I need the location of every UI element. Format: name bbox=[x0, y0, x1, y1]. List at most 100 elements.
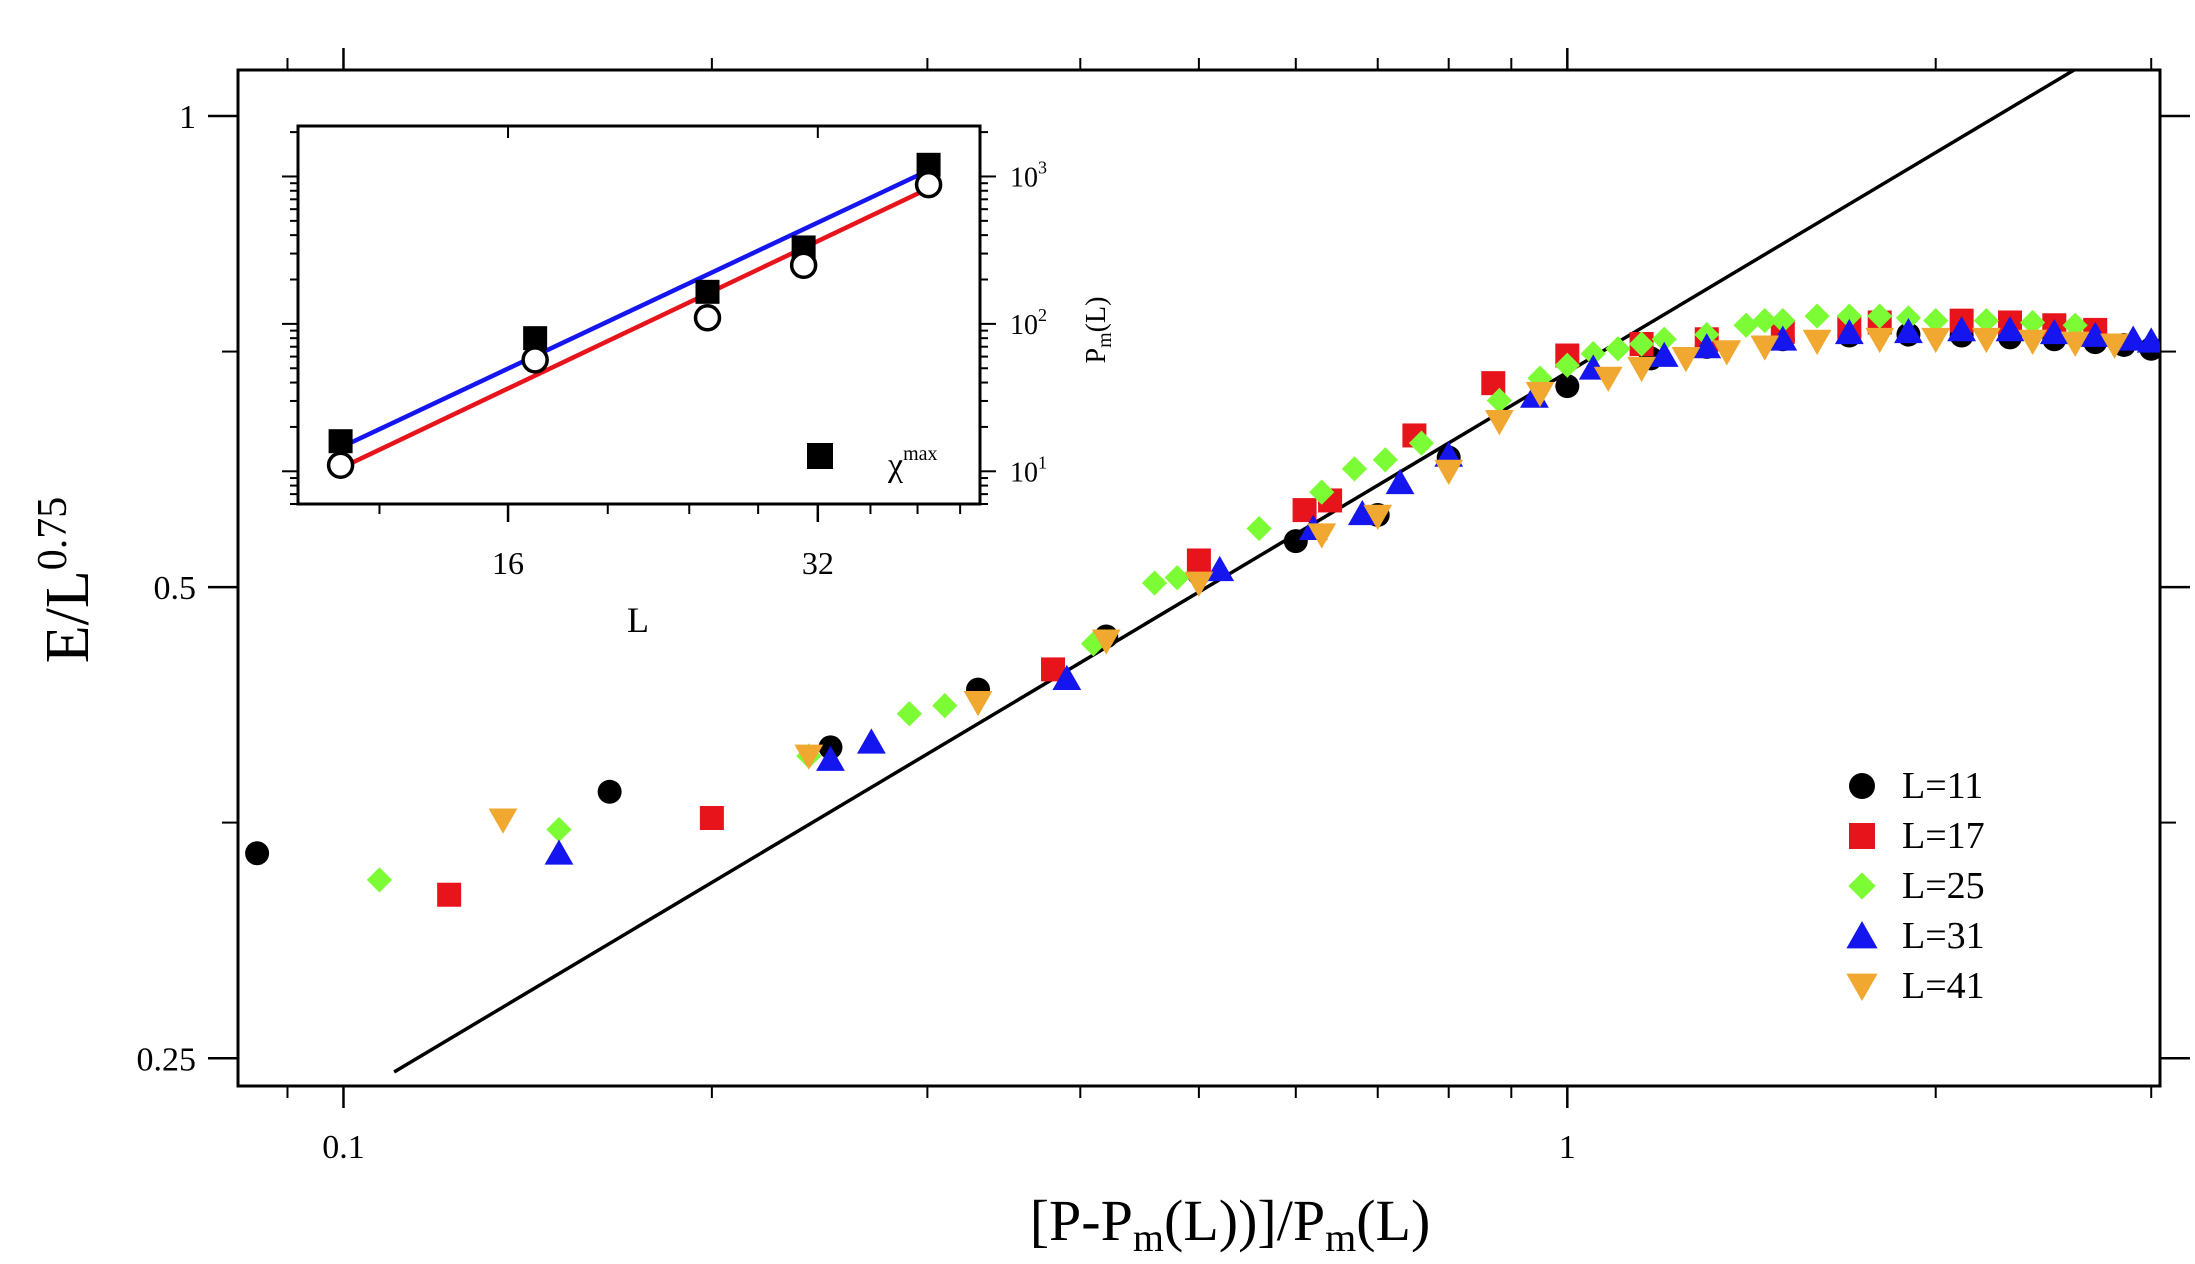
data-point bbox=[2020, 309, 2046, 336]
y-axis-label: E/L0.75 bbox=[30, 497, 102, 663]
data-point bbox=[1750, 335, 1780, 361]
data-point bbox=[1408, 430, 1435, 456]
data-point bbox=[1309, 479, 1335, 505]
data-point bbox=[1141, 570, 1168, 596]
data-point bbox=[1205, 555, 1235, 582]
data-point bbox=[2062, 312, 2088, 338]
legend-marker bbox=[1846, 921, 1878, 949]
data-point bbox=[963, 690, 993, 717]
inset-data-point bbox=[693, 304, 722, 332]
inset-legend-marker bbox=[807, 443, 833, 469]
legend-label: L=41 bbox=[1902, 965, 1985, 1007]
data-point bbox=[1164, 565, 1190, 591]
legend-label: L=25 bbox=[1902, 865, 1985, 907]
main-legend: L=11 L=17 L=25 L=31 L=41 bbox=[1846, 765, 1985, 1007]
inset-frame bbox=[296, 124, 982, 506]
y-tick-label: 0.25 bbox=[137, 1041, 197, 1078]
data-point bbox=[1971, 327, 2001, 354]
data-point bbox=[1484, 410, 1514, 436]
inset-legend: χmax bbox=[807, 443, 938, 484]
data-point bbox=[1307, 523, 1337, 549]
inset-data-series bbox=[326, 152, 943, 479]
data-point bbox=[1770, 308, 1796, 334]
data-point bbox=[1434, 459, 1464, 485]
data-point bbox=[1080, 631, 1107, 657]
data-point bbox=[488, 808, 518, 834]
data-point bbox=[1554, 352, 1580, 378]
inset-data-point bbox=[789, 251, 818, 279]
data-point bbox=[437, 882, 462, 907]
y-tick-label: 0.5 bbox=[154, 570, 197, 607]
data-point bbox=[1712, 340, 1742, 366]
data-point bbox=[1867, 303, 1893, 329]
data-point bbox=[896, 701, 922, 727]
data-point bbox=[1627, 356, 1656, 382]
data-point bbox=[366, 867, 393, 893]
data-point bbox=[1628, 331, 1655, 357]
legend-marker bbox=[1849, 773, 1875, 799]
y-tick-label: 1 bbox=[179, 99, 196, 136]
inset-y-tick-label: 101 bbox=[1010, 453, 1047, 489]
blue-fit-line bbox=[339, 168, 930, 450]
red-fit-line bbox=[339, 186, 930, 471]
data-point bbox=[1894, 317, 1923, 344]
data-point bbox=[1186, 548, 1211, 573]
data-point bbox=[2039, 318, 2069, 345]
data-point bbox=[2118, 325, 2148, 351]
data-point bbox=[1246, 515, 1272, 542]
inset-fit-lines bbox=[339, 168, 930, 471]
inset-y-tick-label: 103 bbox=[1010, 158, 1047, 194]
inset-data-point bbox=[326, 451, 355, 479]
data-point bbox=[1593, 366, 1623, 392]
inset-x-tick-label: 32 bbox=[802, 545, 834, 581]
data-point bbox=[1671, 347, 1701, 373]
inset-data-point bbox=[695, 279, 720, 304]
main-data-series bbox=[245, 303, 2160, 907]
data-point bbox=[1865, 327, 1895, 354]
data-point bbox=[544, 839, 574, 865]
inset-axis-ticks bbox=[282, 126, 996, 522]
data-point bbox=[1363, 504, 1393, 530]
data-point bbox=[1921, 327, 1951, 354]
main-fit-line bbox=[393, 70, 2078, 1074]
inset-y-tick-label: 102 bbox=[1010, 305, 1047, 341]
inset-legend-label: χmax bbox=[887, 443, 938, 484]
data-point bbox=[245, 841, 270, 866]
data-point bbox=[699, 805, 724, 830]
legend-label: L=11 bbox=[1902, 765, 1983, 807]
data-point bbox=[2060, 331, 2090, 357]
data-point bbox=[1973, 308, 1999, 334]
legend-label: L=17 bbox=[1902, 815, 1985, 857]
legend-marker bbox=[1849, 823, 1875, 849]
inset-data-point bbox=[328, 429, 353, 454]
inset-x-tick-label: 16 bbox=[492, 545, 524, 581]
data-point bbox=[1834, 318, 1864, 345]
data-point bbox=[546, 816, 572, 843]
inset-series-chi-max bbox=[328, 152, 941, 454]
data-point bbox=[1385, 468, 1415, 495]
data-point bbox=[1580, 340, 1606, 367]
data-point bbox=[1923, 308, 1949, 334]
data-point bbox=[2100, 333, 2129, 359]
legend-label: L=31 bbox=[1902, 915, 1985, 957]
legend-marker bbox=[1846, 973, 1878, 1001]
data-point bbox=[1091, 629, 1121, 655]
data-point bbox=[1649, 341, 1679, 367]
data-point bbox=[1947, 316, 1977, 342]
x-axis-label: [P-Pm(L))]/Pm(L) bbox=[1030, 1188, 1431, 1260]
data-point bbox=[1752, 308, 1778, 334]
data-point bbox=[794, 744, 824, 770]
legend-marker bbox=[1848, 872, 1876, 900]
main-axis-ticks bbox=[208, 48, 2190, 1108]
data-point bbox=[1052, 664, 1082, 691]
data-point bbox=[1692, 333, 1722, 359]
data-point bbox=[1341, 456, 1368, 482]
data-point bbox=[932, 693, 958, 719]
data-point bbox=[1836, 303, 1862, 329]
data-point bbox=[1347, 499, 1377, 526]
data-point bbox=[1525, 381, 1555, 408]
data-point bbox=[1804, 303, 1830, 329]
data-point bbox=[2018, 329, 2048, 355]
data-point bbox=[1995, 316, 2025, 342]
